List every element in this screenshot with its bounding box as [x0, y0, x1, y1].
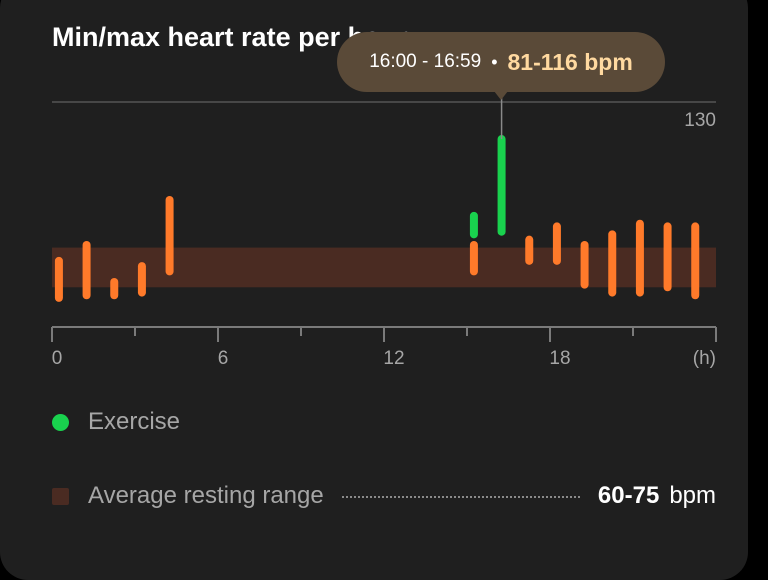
legend-resting-range: Average resting range 60-75 bpm — [52, 482, 716, 510]
resting-range-value: 60-75 — [597, 482, 660, 509]
bars-group — [54, 135, 700, 302]
x-tick-label-12: 12 — [383, 348, 404, 369]
tooltip-value: 81-116 bpm — [507, 48, 633, 75]
selected-hour-tooltip: 16:00 - 16:59 • 81-116 bpm — [337, 32, 665, 92]
x-tick-label-18: 18 — [549, 348, 570, 369]
legend-exercise: Exercise — [52, 408, 180, 436]
y-tick-label: 130 — [684, 110, 716, 131]
resting-range-band — [52, 247, 716, 288]
dotted-leader — [341, 496, 580, 498]
x-axis-unit-label: (h) — [693, 348, 716, 369]
heart-rate-card — [0, 0, 748, 580]
x-tick-label-0: 0 — [52, 348, 63, 369]
tooltip-time-range: 16:00 - 16:59 — [369, 51, 482, 72]
x-ticks-group — [51, 327, 717, 342]
exercise-dot-icon — [52, 413, 69, 431]
exercise-legend-label: Exercise — [88, 408, 181, 435]
heart-rate-chart[interactable]: 130 0 6 12 18 (h) — [0, 0, 768, 548]
resting-range-unit: bpm — [669, 482, 716, 509]
resting-legend-label: Average resting range — [88, 482, 324, 509]
tooltip-pointer — [494, 91, 508, 100]
resting-range-swatch-icon — [52, 487, 69, 505]
tooltip-separator: • — [491, 51, 498, 72]
x-tick-label-6: 6 — [218, 348, 229, 369]
